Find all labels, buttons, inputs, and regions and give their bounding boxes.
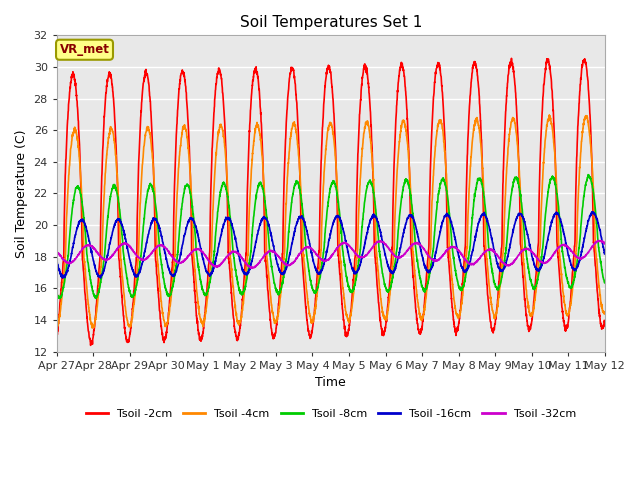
Tsoil -4cm: [545, 112, 553, 118]
Tsoil -16cm: [531, 264, 539, 270]
Tsoil -2cm: [53, 335, 61, 341]
Tsoil -4cm: [148, 148, 156, 154]
Tsoil -16cm: [116, 216, 124, 222]
Tsoil -16cm: [590, 210, 598, 216]
Tsoil -32cm: [148, 250, 156, 256]
Tsoil -16cm: [59, 276, 67, 281]
Tsoil -2cm: [531, 281, 539, 287]
Tsoil -4cm: [53, 325, 61, 331]
Tsoil -4cm: [287, 133, 294, 139]
Tsoil -32cm: [595, 238, 602, 243]
Tsoil -16cm: [263, 218, 271, 224]
Tsoil -2cm: [601, 320, 609, 326]
Line: Tsoil -16cm: Tsoil -16cm: [57, 212, 605, 278]
Tsoil -8cm: [148, 184, 156, 190]
Tsoil -16cm: [148, 220, 156, 226]
Tsoil -2cm: [148, 131, 156, 136]
Text: VR_met: VR_met: [60, 43, 109, 56]
Tsoil -32cm: [601, 240, 609, 246]
Tsoil -2cm: [87, 343, 95, 348]
Tsoil -32cm: [53, 250, 61, 255]
Y-axis label: Soil Temperature (C): Soil Temperature (C): [15, 129, 28, 258]
Tsoil -32cm: [248, 265, 255, 271]
Tsoil -16cm: [287, 247, 294, 252]
Line: Tsoil -2cm: Tsoil -2cm: [57, 59, 605, 346]
Tsoil -16cm: [53, 257, 61, 263]
Tsoil -4cm: [601, 310, 609, 316]
Tsoil -8cm: [53, 291, 61, 297]
Tsoil -32cm: [590, 241, 598, 247]
Tsoil -8cm: [263, 218, 271, 224]
Tsoil -8cm: [584, 172, 592, 178]
Tsoil -4cm: [590, 201, 598, 207]
Tsoil -4cm: [115, 215, 123, 221]
Tsoil -8cm: [590, 197, 598, 203]
Tsoil -4cm: [531, 297, 539, 303]
Tsoil -2cm: [263, 274, 271, 279]
Tsoil -8cm: [92, 296, 100, 301]
Tsoil -8cm: [601, 280, 609, 286]
Tsoil -8cm: [287, 207, 294, 213]
Line: Tsoil -4cm: Tsoil -4cm: [57, 115, 605, 328]
Title: Soil Temperatures Set 1: Soil Temperatures Set 1: [239, 15, 422, 30]
Tsoil -16cm: [589, 209, 596, 215]
Tsoil -4cm: [263, 253, 271, 259]
Tsoil -32cm: [531, 253, 539, 259]
Tsoil -8cm: [116, 207, 124, 213]
Legend: Tsoil -2cm, Tsoil -4cm, Tsoil -8cm, Tsoil -16cm, Tsoil -32cm: Tsoil -2cm, Tsoil -4cm, Tsoil -8cm, Tsoi…: [81, 405, 580, 423]
Tsoil -2cm: [287, 68, 294, 73]
X-axis label: Time: Time: [316, 376, 346, 389]
Tsoil -8cm: [531, 284, 539, 289]
Tsoil -2cm: [508, 56, 515, 61]
Tsoil -16cm: [601, 251, 609, 257]
Line: Tsoil -32cm: Tsoil -32cm: [57, 240, 605, 268]
Line: Tsoil -8cm: Tsoil -8cm: [57, 175, 605, 299]
Tsoil -2cm: [116, 262, 124, 267]
Tsoil -2cm: [590, 249, 598, 254]
Tsoil -32cm: [115, 243, 123, 249]
Tsoil -32cm: [263, 251, 271, 256]
Tsoil -32cm: [287, 262, 294, 267]
